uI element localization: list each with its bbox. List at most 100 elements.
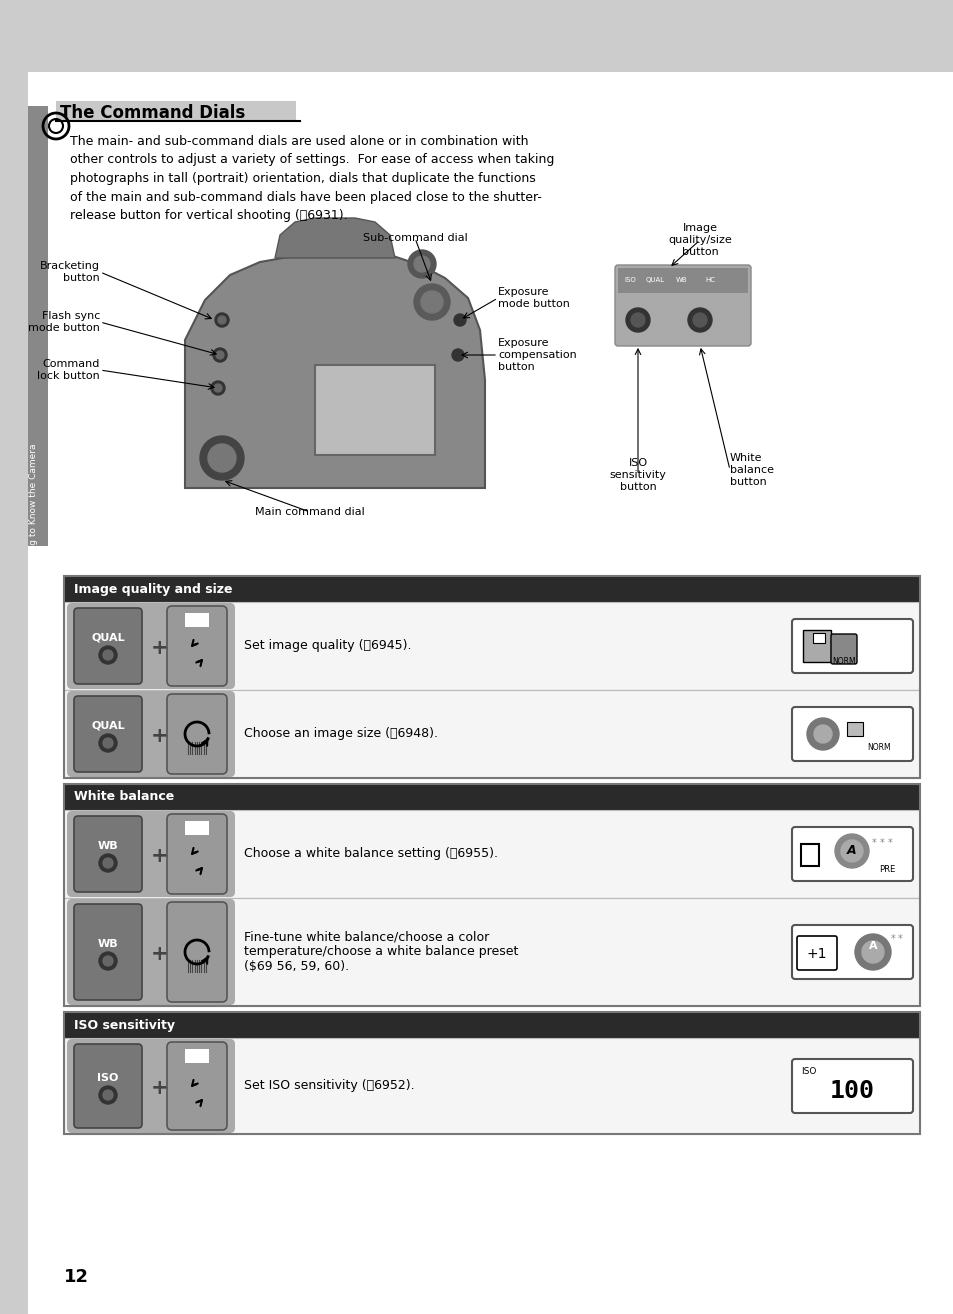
Text: A: A — [846, 845, 856, 858]
Text: ISO: ISO — [97, 1074, 118, 1083]
Text: ISO: ISO — [623, 277, 636, 283]
FancyBboxPatch shape — [796, 936, 836, 970]
FancyBboxPatch shape — [791, 619, 912, 673]
Bar — [802, 629, 830, 662]
Text: Bracketing
button: Bracketing button — [40, 260, 100, 284]
Circle shape — [813, 725, 831, 742]
Circle shape — [414, 284, 450, 321]
Text: *: * — [890, 934, 895, 943]
Circle shape — [213, 348, 227, 361]
Text: White
balance
button: White balance button — [729, 452, 773, 487]
Circle shape — [218, 315, 226, 325]
Circle shape — [854, 934, 890, 970]
Bar — [64, 784, 919, 809]
Text: *: * — [897, 934, 902, 943]
Circle shape — [99, 1085, 117, 1104]
FancyBboxPatch shape — [74, 696, 142, 773]
FancyBboxPatch shape — [791, 925, 912, 979]
Text: NORM: NORM — [866, 744, 890, 753]
Bar — [185, 614, 209, 627]
Circle shape — [200, 436, 244, 480]
Circle shape — [99, 735, 117, 752]
Text: WB: WB — [97, 940, 118, 949]
Circle shape — [452, 350, 463, 361]
Bar — [846, 721, 862, 736]
Text: Image quality and size: Image quality and size — [74, 582, 233, 595]
FancyBboxPatch shape — [67, 899, 234, 1005]
FancyBboxPatch shape — [615, 265, 750, 346]
Circle shape — [414, 256, 430, 272]
Circle shape — [687, 307, 711, 332]
Text: The Command Dials: The Command Dials — [60, 104, 245, 122]
Text: *: * — [886, 838, 891, 848]
Text: ISO sensitivity: ISO sensitivity — [74, 1018, 174, 1031]
Circle shape — [454, 314, 465, 326]
Circle shape — [103, 738, 112, 748]
Circle shape — [214, 313, 229, 327]
Bar — [185, 821, 209, 834]
Text: +: + — [151, 1077, 169, 1099]
Text: PRE: PRE — [878, 865, 894, 874]
Circle shape — [103, 1091, 112, 1100]
Text: +: + — [151, 727, 169, 746]
Circle shape — [103, 650, 112, 660]
Circle shape — [99, 646, 117, 664]
Bar — [64, 809, 919, 897]
Bar — [28, 0, 953, 72]
Bar — [28, 106, 48, 547]
Text: ISO
sensitivity
button: ISO sensitivity button — [609, 457, 666, 493]
Text: Fine-tune white balance/choose a color: Fine-tune white balance/choose a color — [244, 930, 489, 943]
FancyBboxPatch shape — [167, 606, 227, 686]
Text: The main- and sub-command dials are used alone or in combination with: The main- and sub-command dials are used… — [70, 135, 528, 148]
Text: 12: 12 — [64, 1268, 89, 1286]
FancyBboxPatch shape — [791, 1059, 912, 1113]
Text: White balance: White balance — [74, 791, 174, 803]
Text: NORM: NORM — [831, 657, 855, 665]
Bar — [801, 844, 818, 866]
FancyBboxPatch shape — [74, 608, 142, 685]
FancyBboxPatch shape — [67, 691, 234, 777]
Circle shape — [841, 840, 862, 862]
Bar — [56, 101, 295, 121]
Text: Introduction—Getting to Know the Camera: Introduction—Getting to Know the Camera — [29, 443, 38, 637]
FancyBboxPatch shape — [167, 813, 227, 894]
Bar — [64, 1012, 919, 1038]
FancyBboxPatch shape — [67, 811, 234, 897]
Bar — [64, 602, 919, 690]
Text: +: + — [151, 846, 169, 866]
FancyBboxPatch shape — [67, 603, 234, 689]
Text: Main command dial: Main command dial — [254, 507, 364, 516]
Text: A: A — [868, 941, 877, 951]
Circle shape — [99, 854, 117, 872]
FancyBboxPatch shape — [791, 707, 912, 761]
Circle shape — [215, 351, 224, 359]
Text: *: * — [879, 838, 883, 848]
FancyBboxPatch shape — [67, 1039, 234, 1133]
Text: other controls to adjust a variety of settings.  For ease of access when taking: other controls to adjust a variety of se… — [70, 154, 554, 167]
Text: QUAL: QUAL — [91, 633, 125, 643]
Text: temperature/choose a white balance preset: temperature/choose a white balance prese… — [244, 946, 517, 958]
Circle shape — [208, 444, 235, 472]
Bar — [64, 1012, 919, 1134]
Text: Choose an image size (6948).: Choose an image size (6948). — [244, 728, 437, 741]
Circle shape — [99, 953, 117, 970]
Text: Command
lock button: Command lock button — [37, 359, 100, 381]
Text: HC: HC — [704, 277, 714, 283]
FancyBboxPatch shape — [167, 1042, 227, 1130]
Circle shape — [213, 384, 222, 392]
Text: release button for vertical shooting (6931).: release button for vertical shooting (6… — [70, 209, 347, 222]
FancyBboxPatch shape — [74, 1045, 142, 1127]
Circle shape — [630, 313, 644, 327]
Bar — [64, 1038, 919, 1134]
Text: Exposure
compensation
button: Exposure compensation button — [497, 338, 577, 372]
FancyBboxPatch shape — [74, 904, 142, 1000]
Text: Set image quality (6945).: Set image quality (6945). — [244, 640, 411, 653]
Bar — [185, 1049, 209, 1063]
Text: Image
quality/size
button: Image quality/size button — [667, 222, 731, 258]
Circle shape — [211, 381, 225, 396]
Bar — [618, 268, 747, 293]
Circle shape — [862, 941, 883, 963]
Text: 100: 100 — [829, 1079, 874, 1102]
FancyBboxPatch shape — [167, 694, 227, 774]
Text: ISO: ISO — [801, 1067, 816, 1076]
